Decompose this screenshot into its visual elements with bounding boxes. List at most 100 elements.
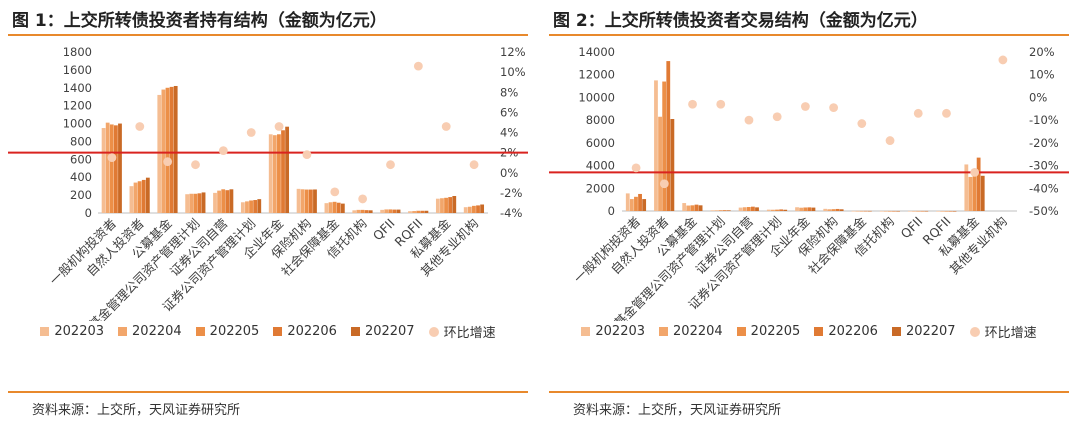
chart-1-svg: 0 200 400 600 800 1000 1200 1400 1600 1800 -4% -2% 0… <box>8 45 528 321</box>
y-tick-label: 1600 <box>63 63 92 77</box>
legend-item-202205: 202205 <box>736 322 801 341</box>
bar <box>694 204 699 211</box>
rate-point <box>631 163 641 173</box>
source-note: 资料来源：上交所，天风证券研究所 <box>32 403 241 418</box>
bar <box>698 205 703 211</box>
bar <box>396 209 401 213</box>
bar <box>272 135 277 213</box>
rate-point <box>163 157 173 167</box>
bar <box>113 125 118 213</box>
legend-label: 202205 <box>209 324 260 339</box>
bar <box>384 209 389 213</box>
bar <box>859 210 864 212</box>
legend-swatch <box>273 327 283 336</box>
legend-swatch <box>659 327 669 336</box>
legend-item-202207: 202207 <box>350 322 415 341</box>
legend-swatch <box>428 326 439 337</box>
legend-swatch <box>891 327 901 336</box>
bar <box>714 210 719 211</box>
rate-point <box>970 167 980 177</box>
bar <box>189 193 194 213</box>
bar <box>839 209 844 211</box>
legend-label: 202205 <box>750 324 801 339</box>
bar <box>755 207 759 211</box>
bar <box>285 126 290 213</box>
rate-point <box>659 179 669 189</box>
bar <box>476 205 480 213</box>
bar <box>634 196 638 211</box>
bar <box>281 130 285 213</box>
bar <box>863 210 868 212</box>
bar <box>968 176 973 211</box>
bar <box>823 208 828 211</box>
bar <box>783 209 788 211</box>
bar <box>129 186 134 213</box>
bar <box>440 198 444 213</box>
bar <box>480 204 485 213</box>
rate-point <box>998 55 1008 65</box>
rate-point <box>330 187 340 197</box>
bar <box>304 189 309 213</box>
bar <box>811 207 816 211</box>
bar <box>831 209 836 211</box>
bar <box>313 189 317 213</box>
bar <box>324 203 329 213</box>
bar <box>775 209 779 211</box>
bar <box>225 190 230 213</box>
bar <box>392 209 397 213</box>
bar <box>803 207 808 211</box>
bar <box>879 210 884 212</box>
bar <box>807 207 812 211</box>
legend-item-202203: 202203 <box>40 322 104 341</box>
bar <box>887 210 892 212</box>
y2-tick-label: 4% <box>500 126 518 140</box>
y2-tick-label: -50% <box>1029 204 1059 218</box>
bar <box>308 189 313 213</box>
bar <box>883 210 888 212</box>
y-tick-label: 0 <box>85 206 92 220</box>
bar <box>253 200 258 213</box>
bar <box>980 175 985 211</box>
y2-tick-label: -2% <box>500 186 522 200</box>
bar <box>435 198 440 213</box>
bar <box>779 209 784 211</box>
legend-swatch <box>736 327 746 336</box>
bar <box>452 196 457 213</box>
bar <box>916 210 920 212</box>
bar <box>133 182 138 213</box>
bar <box>642 199 647 211</box>
bar <box>161 89 166 213</box>
y-tick-label: 600 <box>70 152 92 166</box>
bar <box>141 179 146 213</box>
bar <box>827 209 832 211</box>
bar <box>245 201 249 213</box>
rate-point <box>744 115 754 125</box>
bar <box>105 122 110 213</box>
bar <box>201 192 206 213</box>
y-tick-label: 2000 <box>586 181 615 195</box>
y2-tick-label: -4% <box>500 206 522 220</box>
bar <box>976 157 981 211</box>
y-tick-label: 800 <box>70 134 92 148</box>
bar <box>742 207 747 211</box>
legend-item-202207: 202207 <box>891 322 956 341</box>
legend-swatch <box>40 327 50 336</box>
bar <box>340 203 345 213</box>
bar <box>249 200 253 213</box>
bar <box>746 207 751 211</box>
bar <box>682 203 687 211</box>
bar <box>851 210 856 212</box>
bar <box>799 207 804 211</box>
y-tick-label: 0 <box>608 204 615 218</box>
bar <box>408 211 412 213</box>
bar <box>738 207 743 211</box>
bar <box>463 207 468 213</box>
bar <box>751 206 755 211</box>
bar <box>948 210 953 212</box>
bar <box>908 210 912 212</box>
legend-label: 202204 <box>132 324 182 339</box>
bar <box>766 209 771 211</box>
y-tick-label: 12000 <box>578 68 615 82</box>
bar <box>364 210 369 213</box>
y2-tick-label: 10% <box>1029 68 1055 82</box>
